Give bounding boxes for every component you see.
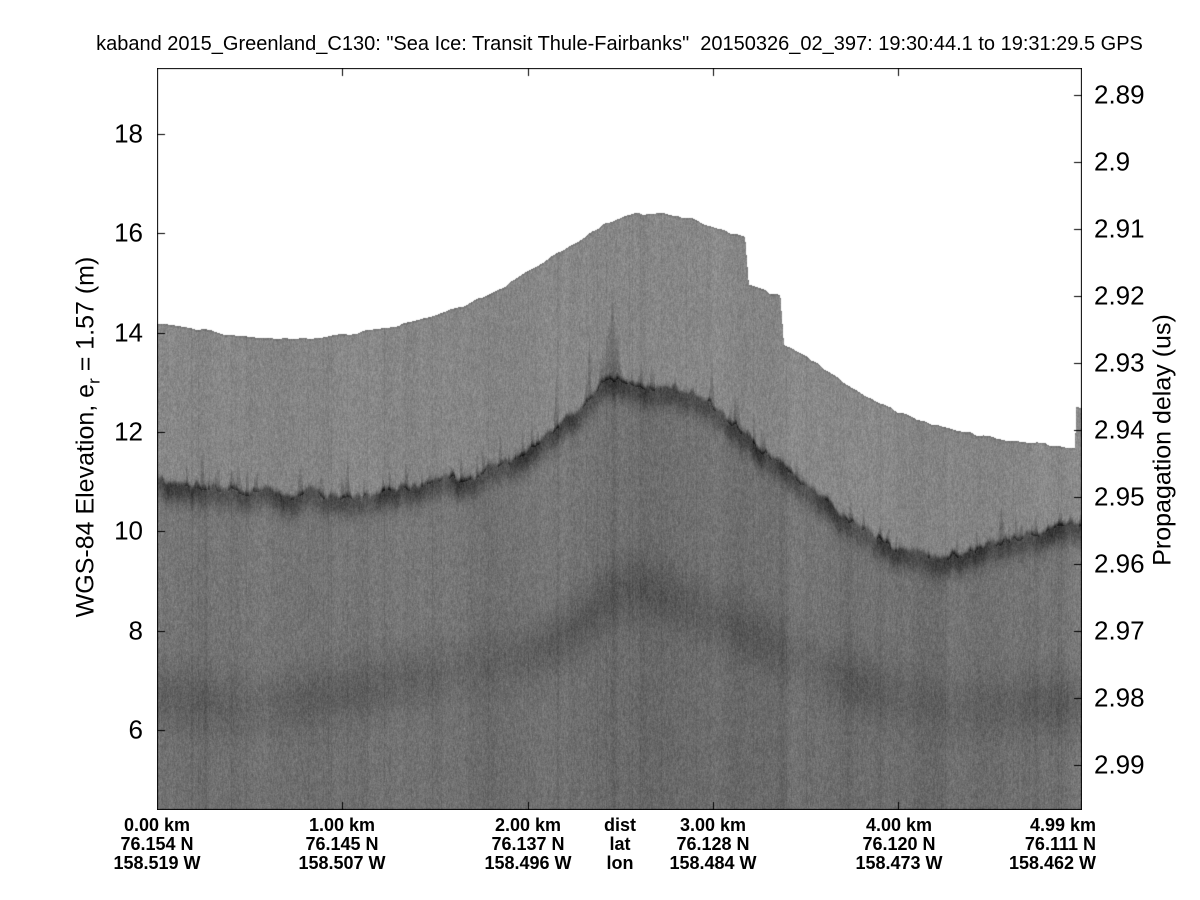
echogram-canvas [157, 68, 1082, 810]
y-tick-label-12: 12 [114, 416, 143, 447]
x-lat-value: 76.137 N [491, 834, 565, 854]
delay-tick-label-2.94: 2.94 [1094, 414, 1145, 445]
x-lon-value: 158.496 W [484, 853, 572, 873]
right-y-axis-label: Propagation delay (us) [1148, 314, 1177, 566]
delay-tick-label-2.98: 2.98 [1094, 682, 1145, 713]
x-dist-value: 3.00 km [679, 815, 747, 835]
delay-tick-label-2.9: 2.9 [1094, 146, 1131, 177]
y-tick-label-14: 14 [114, 317, 143, 348]
x-axis-column-4km: 4.00 km 76.120 N 158.473 W [855, 816, 942, 873]
delay-tick-label-2.96: 2.96 [1094, 548, 1145, 579]
x-lat-value: 76.120 N [862, 834, 936, 854]
x-axis-column-4.99km: 4.99 km 76.111 N 158.462 W [1009, 816, 1096, 873]
x-dist-value: 0.00 km [123, 815, 191, 835]
y-tick-label-18: 18 [114, 118, 143, 149]
x-lon-value: 158.462 W [1008, 853, 1096, 873]
left-y-axis-label-pre: WGS-84 Elevation, e [71, 383, 100, 618]
x-lat-header: lat [609, 834, 631, 854]
x-lon-value: 158.484 W [669, 853, 757, 873]
left-y-axis-label-post: = 1.57 (m) [71, 256, 100, 379]
x-dist-value: 1.00 km [308, 815, 376, 835]
x-axis-column-2km: 2.00 km 76.137 N 158.496 W [484, 816, 571, 873]
x-lon-value: 158.473 W [855, 853, 943, 873]
x-lat-value: 76.145 N [305, 834, 379, 854]
x-lon-header: lon [606, 853, 634, 873]
delay-tick-label-2.97: 2.97 [1094, 615, 1145, 646]
left-y-axis-label: WGS-84 Elevation, er = 1.57 (m) [72, 257, 105, 618]
delay-tick-label-2.95: 2.95 [1094, 481, 1145, 512]
x-lat-value: 76.111 N [1024, 834, 1096, 854]
left-y-axis-label-sub: r [84, 378, 104, 384]
x-dist-header: dist [603, 815, 637, 835]
delay-tick-label-2.89: 2.89 [1094, 79, 1145, 110]
x-lat-value: 76.154 N [120, 834, 194, 854]
x-lon-value: 158.507 W [298, 853, 386, 873]
y-tick-label-16: 16 [114, 217, 143, 248]
delay-tick-label-2.93: 2.93 [1094, 347, 1145, 378]
x-dist-value: 4.00 km [865, 815, 933, 835]
x-lon-value: 158.519 W [113, 853, 201, 873]
x-axis-column-0km: 0.00 km 76.154 N 158.519 W [113, 816, 200, 873]
chart-title: kaband 2015_Greenland_C130: "Sea Ice: Tr… [96, 33, 1143, 55]
x-dist-value: 4.99 km [1029, 815, 1096, 835]
y-tick-label-8: 8 [128, 615, 143, 646]
delay-tick-label-2.99: 2.99 [1094, 749, 1145, 780]
x-axis-column-1km: 1.00 km 76.145 N 158.507 W [298, 816, 385, 873]
y-tick-label-10: 10 [114, 515, 143, 546]
x-axis-row-headers: dist lat lon [604, 816, 636, 873]
delay-tick-label-2.92: 2.92 [1094, 280, 1145, 311]
delay-tick-label-2.91: 2.91 [1094, 213, 1145, 244]
x-axis-column-3km: 3.00 km 76.128 N 158.484 W [669, 816, 756, 873]
x-lat-value: 76.128 N [676, 834, 750, 854]
x-dist-value: 2.00 km [494, 815, 562, 835]
y-tick-label-6: 6 [128, 714, 143, 745]
